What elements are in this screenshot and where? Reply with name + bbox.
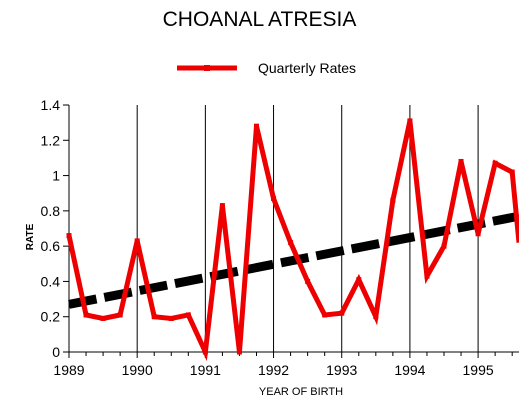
chart-title: CHOANAL ATRESIA bbox=[162, 8, 357, 31]
x-tick-label: 1991 bbox=[190, 362, 221, 378]
data-point bbox=[475, 231, 481, 237]
data-point bbox=[254, 123, 259, 129]
x-tick-labels: 1989 1990 1991 1992 1993 1994 1995 bbox=[53, 362, 493, 378]
data-point bbox=[373, 314, 379, 320]
y-tick-label: 1 bbox=[52, 168, 60, 184]
data-point bbox=[441, 243, 447, 249]
y-tick-label: 1.2 bbox=[41, 132, 61, 148]
data-point bbox=[407, 118, 413, 124]
data-point bbox=[202, 349, 208, 355]
data-point bbox=[458, 158, 464, 164]
x-tick-label: 1994 bbox=[394, 362, 425, 378]
data-point bbox=[288, 240, 294, 246]
data-point bbox=[271, 196, 277, 202]
data-point bbox=[390, 197, 396, 203]
y-axis-label: RATE bbox=[25, 223, 36, 250]
axis-ticks bbox=[63, 104, 513, 358]
data-point bbox=[168, 315, 174, 321]
data-point bbox=[236, 349, 242, 355]
data-point bbox=[100, 315, 106, 321]
data-point bbox=[134, 238, 140, 244]
x-tick-label: 1993 bbox=[326, 362, 357, 378]
trend-line bbox=[68, 211, 519, 309]
data-point bbox=[305, 278, 311, 284]
data-point bbox=[356, 277, 362, 283]
legend-marker bbox=[204, 65, 210, 71]
data-point bbox=[424, 273, 430, 279]
y-tick-label: 0.6 bbox=[41, 238, 61, 254]
data-point bbox=[339, 310, 345, 316]
data-point bbox=[151, 314, 157, 320]
data-point bbox=[492, 160, 498, 166]
y-tick-label: 1.4 bbox=[41, 97, 61, 113]
y-tick-label: 0 bbox=[52, 344, 60, 360]
series-layer bbox=[66, 118, 519, 362]
y-tick-labels: 0 0.2 0.4 0.6 0.8 1 1.2 1.4 bbox=[41, 97, 61, 360]
data-point bbox=[117, 312, 123, 318]
series-line-quarterly-rates bbox=[66, 120, 519, 362]
plot-area bbox=[63, 104, 519, 362]
x-axis-label: YEAR OF BIRTH bbox=[259, 386, 343, 398]
y-tick-label: 0.8 bbox=[41, 203, 61, 219]
data-point bbox=[185, 312, 191, 318]
x-tick-label: 1989 bbox=[53, 362, 84, 378]
data-point bbox=[83, 312, 89, 318]
data-point bbox=[219, 203, 225, 209]
data-point bbox=[322, 312, 328, 318]
data-point bbox=[66, 233, 72, 239]
y-tick-label: 0.2 bbox=[41, 309, 61, 325]
x-tick-label: 1995 bbox=[463, 362, 494, 378]
y-tick-label: 0.4 bbox=[41, 273, 61, 289]
legend: Quarterly Rates bbox=[177, 60, 356, 76]
legend-label: Quarterly Rates bbox=[258, 60, 356, 76]
x-tick-label: 1992 bbox=[258, 362, 289, 378]
data-point bbox=[509, 169, 515, 175]
x-tick-label: 1990 bbox=[122, 362, 153, 378]
